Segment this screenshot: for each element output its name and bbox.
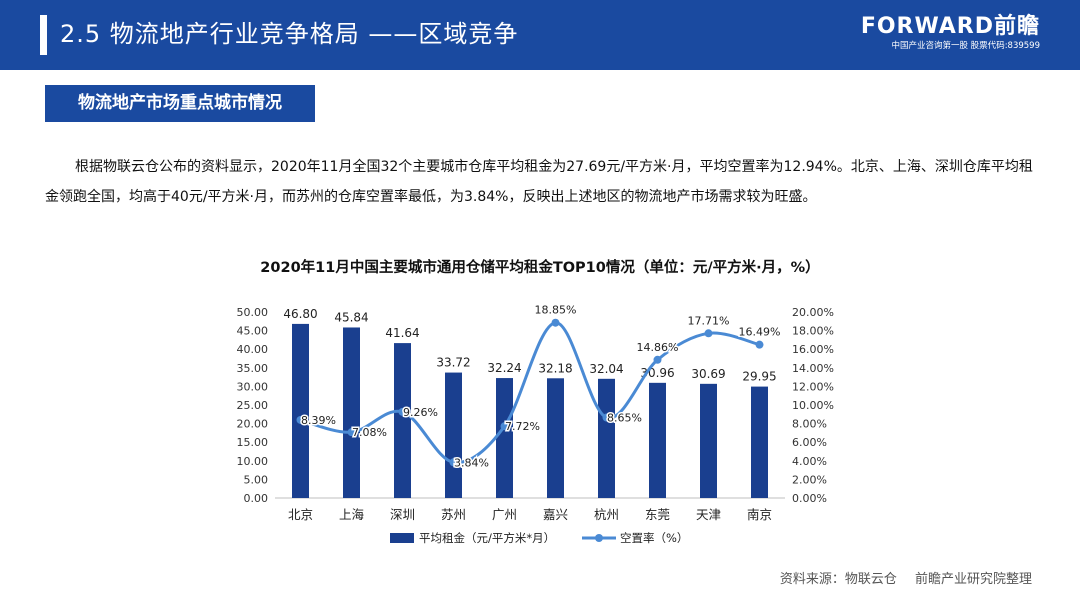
vacancy-value-label: 14.86% — [637, 341, 679, 354]
left-axis-tick-label: 5.00 — [244, 473, 269, 486]
vacancy-point-8 — [704, 329, 713, 338]
legend-bar-swatch — [390, 533, 414, 543]
vacancy-point-3 — [449, 458, 458, 467]
left-axis-tick-label: 30.00 — [237, 380, 269, 393]
bar-value-label: 32.18 — [538, 361, 572, 375]
source-org: 前瞻产业研究院整理 — [914, 572, 1032, 587]
source-label: 资料来源：物联云仓 — [779, 572, 897, 587]
section-title: 物流地产市场重点城市情况 — [45, 85, 315, 122]
bar-value-label: 45.84 — [334, 310, 368, 324]
bar-5 — [547, 378, 564, 498]
right-axis-tick-label: 14.00% — [792, 362, 834, 375]
right-axis-tick-label: 12.00% — [792, 380, 834, 393]
left-axis-tick-label: 0.00 — [244, 492, 269, 505]
bar-4 — [496, 378, 513, 498]
forward-logo: FORWARD前瞻 中国产业咨询第一股 股票代码:839599 — [861, 14, 1040, 52]
category-label: 广州 — [492, 507, 517, 522]
body-paragraph: 根据物联云仓公布的资料显示，2020年11月全国32个主要城市仓库平均租金为27… — [45, 159, 1033, 205]
vacancy-value-label: 3.84% — [454, 456, 489, 469]
vacancy-point-2 — [398, 407, 407, 416]
category-label: 北京 — [288, 507, 313, 522]
right-axis-tick-label: 6.00% — [792, 436, 827, 449]
bar-value-label: 41.64 — [385, 326, 419, 340]
vacancy-value-label: 18.85% — [535, 304, 577, 317]
bar-1 — [343, 327, 360, 498]
vacancy-value-label: 17.71% — [688, 314, 730, 327]
right-axis-tick-label: 2.00% — [792, 473, 827, 486]
category-label: 天津 — [696, 507, 721, 522]
right-axis-tick-label: 0.00% — [792, 492, 827, 505]
right-axis-tick-label: 20.00% — [792, 306, 834, 319]
right-axis-tick-label: 4.00% — [792, 455, 827, 468]
vacancy-value-label: 8.39% — [301, 414, 336, 427]
vacancy-value-label: 7.72% — [505, 420, 540, 433]
left-axis-tick-label: 10.00 — [237, 455, 269, 468]
vacancy-point-7 — [653, 355, 662, 364]
bar-value-label: 33.72 — [436, 356, 470, 370]
vacancy-value-label: 16.49% — [739, 326, 781, 339]
left-axis-tick-label: 35.00 — [237, 362, 269, 375]
logo-tagline: 中国产业咨询第一股 股票代码:839599 — [891, 41, 1040, 51]
category-label: 上海 — [339, 507, 365, 522]
bar-0 — [292, 323, 309, 498]
combo-chart: 0.00 5.00 10.00 15.00 20.00 25.00 30.00 35.00 40… — [237, 302, 834, 545]
left-axis-tick-label: 50.00 — [237, 306, 269, 319]
bar-7 — [649, 382, 666, 498]
bar-value-label: 30.69 — [691, 367, 725, 381]
category-label: 南京 — [747, 507, 772, 522]
bar-9 — [751, 386, 768, 498]
right-axis-tick-label: 10.00% — [792, 399, 834, 412]
right-axis-tick-label: 16.00% — [792, 343, 834, 356]
right-axis-tick-label: 18.00% — [792, 325, 834, 338]
logo-name: FORWARD前瞻 — [860, 14, 1040, 39]
bar-3 — [445, 372, 462, 498]
legend-line-label: 空置率（%） — [620, 531, 688, 545]
left-axis-tick-label: 15.00 — [237, 436, 269, 449]
bar-value-label: 46.80 — [283, 307, 317, 321]
bar-value-label: 32.04 — [589, 362, 623, 376]
category-label: 东莞 — [645, 507, 670, 522]
bar-value-label: 32.24 — [487, 361, 521, 375]
vacancy-value-label: 9.26% — [403, 406, 438, 419]
bar-6 — [598, 378, 615, 498]
vacancy-value-label: 7.08% — [352, 426, 387, 439]
vacancy-value-label: 8.65% — [607, 412, 642, 425]
left-axis-tick-label: 25.00 — [237, 399, 269, 412]
legend-line-marker — [595, 534, 603, 542]
right-axis-tick-label: 8.00% — [792, 418, 827, 431]
vacancy-point-5 — [551, 318, 560, 327]
vacancy-point-9 — [755, 340, 764, 349]
left-axis-tick-label: 45.00 — [237, 325, 269, 338]
vacancy-point-1 — [347, 428, 356, 437]
vacancy-point-0 — [296, 415, 305, 424]
source-note: 资料来源：物联云仓 前瞻产业研究院整理 — [780, 568, 1032, 587]
category-label: 深圳 — [390, 507, 415, 522]
category-label: 嘉兴 — [543, 507, 568, 522]
bar-2 — [394, 343, 411, 498]
page-header: 2.5 物流地产行业竞争格局 ——区域竞争 FORWARD前瞻 中国产业咨询第一… — [0, 0, 1080, 70]
vacancy-line — [300, 321, 760, 464]
bar-8 — [700, 383, 717, 498]
vacancy-point-6 — [602, 413, 611, 422]
page-title: 2.5 物流地产行业竞争格局 ——区域竞争 — [60, 20, 519, 48]
category-label: 杭州 — [594, 507, 619, 522]
chart-title: 2020年11月中国主要城市通用仓储平均租金TOP10情况（单位：元/平方米·月… — [260, 260, 820, 276]
left-axis-tick-label: 20.00 — [237, 418, 269, 431]
bar-value-label: 29.95 — [742, 370, 776, 384]
left-axis-tick-label: 40.00 — [237, 343, 269, 356]
legend-bar-label: 平均租金（元/平方米*月） — [419, 531, 555, 545]
vacancy-point-4 — [500, 422, 509, 431]
header-accent-bar — [40, 15, 47, 55]
category-label: 苏州 — [441, 507, 466, 522]
